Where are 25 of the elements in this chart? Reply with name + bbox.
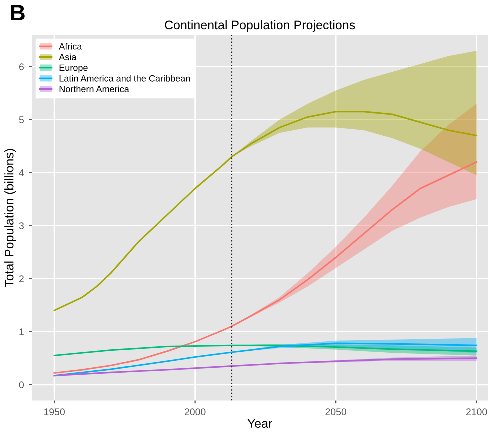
line-series — [54, 111, 478, 312]
y-tick-label: 6 — [19, 64, 24, 70]
legend-label: Northern America — [60, 86, 130, 92]
y-tick-label: 3 — [19, 222, 24, 230]
legend-label: Asia — [59, 54, 77, 60]
x-tick-label: 1950 — [44, 408, 65, 416]
text: B — [11, 5, 25, 20]
y-tick-label: 4 — [19, 170, 24, 176]
x-tick-label: 2050 — [326, 408, 346, 416]
legend-label: Europe — [60, 64, 88, 73]
x-tick-label: 2100 — [466, 408, 488, 416]
legend-label: Africa — [59, 43, 82, 50]
y-tick-label: 1 — [20, 328, 24, 336]
line-series — [54, 358, 478, 377]
line-series — [54, 161, 478, 374]
y-axis-title: Total Population (billions) — [4, 149, 16, 288]
x-tick-label: 2000 — [184, 408, 206, 416]
x-axis-title: Year — [248, 419, 272, 428]
chart-title: Continental Population Projections — [165, 20, 356, 32]
legend-label: Latin America and the Caribbean — [60, 75, 190, 82]
line-series — [54, 344, 478, 356]
y-tick-label: 2 — [19, 276, 24, 282]
y-tick-label: 0 — [19, 382, 24, 388]
line-series — [54, 342, 478, 377]
y-tick-label: 5 — [19, 116, 24, 124]
